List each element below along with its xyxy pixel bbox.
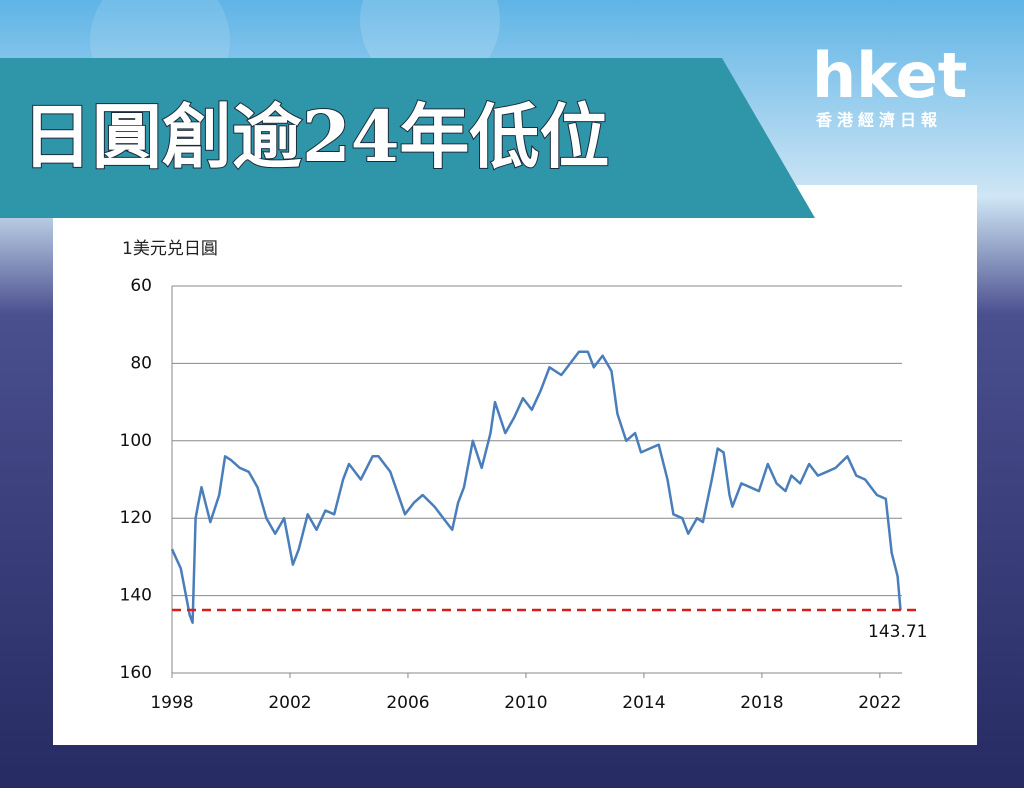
x-tick-label: 1998	[150, 693, 193, 713]
x-tick-label: 2022	[858, 693, 901, 713]
chart-panel	[53, 185, 977, 745]
title: 日圓創逾24年低位	[22, 95, 609, 178]
price-line	[170, 350, 902, 624]
x-tick-label: 2014	[622, 693, 665, 713]
y-tick-label: 160	[120, 663, 152, 683]
plot: 60 80 100 120 140 160 1998 2002 2006 2010 2014 2018…	[120, 276, 928, 713]
x-tick-label: 2002	[268, 693, 311, 713]
x-tick-label: 2010	[504, 693, 547, 713]
x-tick-label: 2006	[386, 693, 429, 713]
reference-label: 143.71	[868, 622, 927, 642]
y-tick-label: 80	[130, 353, 152, 373]
y-tick-label: 120	[120, 508, 152, 528]
y-tick-label: 140	[120, 586, 152, 606]
x-tick-label: 2018	[740, 693, 783, 713]
title-banner	[0, 58, 815, 218]
y-tick-label: 60	[130, 276, 152, 296]
y-axis-label: 1美元兑日圓	[122, 239, 218, 259]
logo-subtitle: 香港經濟日報	[815, 111, 942, 130]
logo: hket	[812, 39, 967, 112]
y-tick-label: 100	[120, 431, 152, 451]
